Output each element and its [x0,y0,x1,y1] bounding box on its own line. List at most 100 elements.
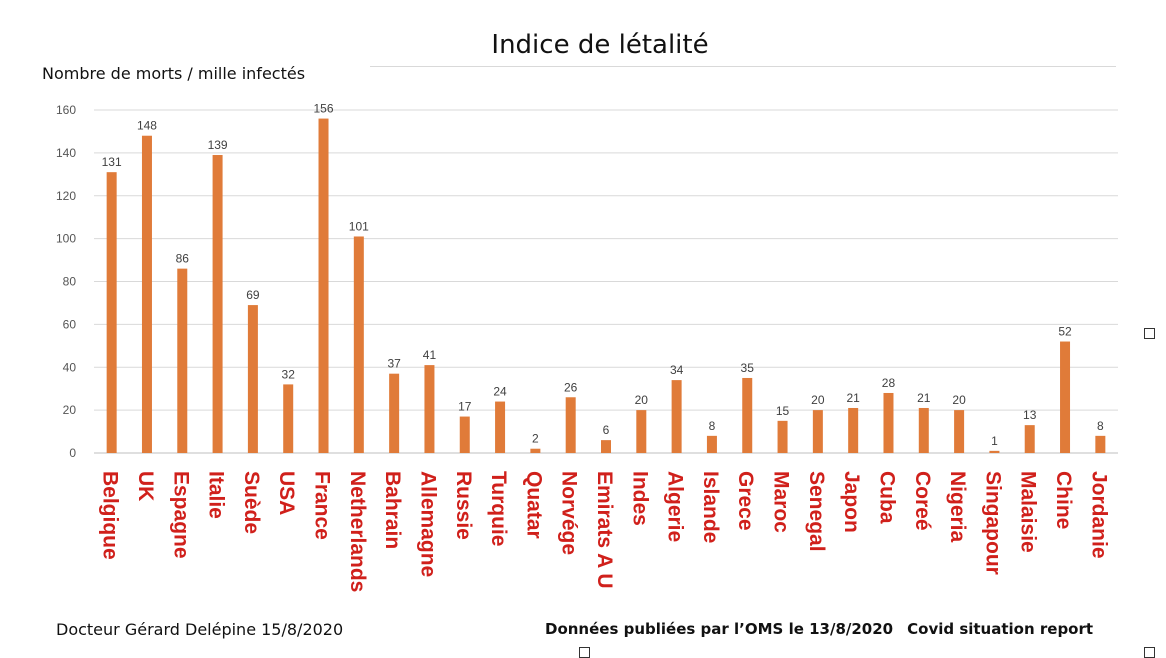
bar [141,135,152,453]
category-label: Algerie [664,471,687,542]
bar [883,392,894,453]
category-label: Malaisie [1017,471,1040,553]
bar-value-label: 52 [1058,325,1072,339]
bar [177,268,188,453]
bar [389,373,400,453]
bar-value-label: 34 [670,363,684,377]
bar-value-label: 8 [709,419,716,433]
resize-handle-right[interactable] [1144,328,1155,339]
bar-value-label: 28 [882,376,896,390]
bar [777,420,788,453]
bar-value-label: 41 [423,348,437,362]
category-label: Emirats A U [593,471,616,588]
chart-title: Indice de létalité [491,30,709,60]
bar-value-label: 131 [102,155,122,169]
bar [812,410,823,453]
bar [495,401,506,453]
bar-value-label: 139 [208,138,228,152]
y-tick-label: 160 [56,103,76,117]
bar-value-label: 156 [314,102,334,116]
category-label: Singapour [981,471,1004,575]
bar-value-label: 86 [176,252,190,266]
bar [565,397,576,453]
bar-value-label: 69 [246,288,260,302]
category-label: Jordanie [1087,471,1110,559]
y-axis-label: Nombre de morts / mille infectés [42,64,306,83]
bar [247,305,258,453]
category-label: Senegal [805,471,828,552]
source-note: Données publiées par l’OMS le 13/8/2020 C… [545,620,1093,638]
y-tick-label: 60 [63,317,77,331]
y-tick-labels: 0 20 40 60 80 100 120 140 160 [56,103,76,460]
y-tick-label: 20 [63,403,77,417]
category-label: Coreé [911,471,934,531]
category-label: Islande [699,471,722,543]
category-label: Chine [1052,471,1075,529]
category-label: Russie [452,471,475,540]
category-label: Italie [205,471,228,519]
category-label: Turquie [487,471,510,546]
bar [212,155,223,454]
bar [671,380,682,453]
bar [1095,435,1106,453]
bar-value-label: 20 [635,393,649,407]
y-tick-label: 140 [56,146,76,160]
bar [706,435,717,453]
bar-value-label: 32 [282,367,296,381]
bar-value-label: 2 [532,432,539,446]
bar [954,410,965,453]
bar-value-label: 20 [811,393,825,407]
category-label: Bahrain [381,471,404,549]
category-label: Allemagne [416,471,439,577]
resize-handle-bottom-right[interactable] [1144,647,1155,658]
bar-value-label: 26 [564,380,578,394]
bar [601,440,611,453]
bar [848,407,859,453]
bar [106,172,117,453]
category-labels: Belgique UK Espagne Italie Suède USA France Net… [99,471,1111,592]
category-label: Espagne [169,471,192,559]
category-label: France [311,471,334,540]
category-label: Suède [240,471,263,534]
bar [1024,425,1035,453]
y-tick-label: 120 [56,189,76,203]
bar [742,377,753,453]
bar-value-label: 8 [1097,419,1104,433]
bar-value-label: 21 [846,391,860,405]
bar-value-label: 35 [741,361,755,375]
bar [283,384,294,453]
category-label: Indes [628,471,651,526]
resize-handle-bottom[interactable] [579,647,590,658]
y-tick-label: 80 [63,275,77,289]
bar [989,450,1000,453]
category-label: Nigeria [946,471,969,543]
category-label: Cuba [875,471,898,524]
report-name: Covid situation report [907,620,1094,638]
bar-value-label: 24 [493,385,507,399]
bar-value-label: 13 [1023,408,1037,422]
y-tick-label: 0 [69,446,76,460]
bar [353,236,364,453]
bar-value-label: 21 [917,391,931,405]
value-labels: 1311488613969321561013741172422662034835… [102,102,1104,448]
category-label: USA [275,471,298,515]
category-label: Netherlands [346,471,369,592]
bar [1060,341,1071,453]
category-label: Belgique [99,471,122,560]
bar [459,416,470,453]
category-label: Quatar [522,471,545,539]
bar-value-label: 37 [387,357,401,371]
title-divider [370,66,1116,67]
bar-value-label: 17 [458,400,472,414]
bar [530,448,541,453]
bar-value-label: 15 [776,404,790,418]
category-label: Maroc [770,471,793,533]
author-credit: Docteur Gérard Delépine 15/8/2020 [56,620,344,639]
bars [106,118,1106,454]
bar [424,365,435,453]
bar [636,410,647,453]
bar-value-label: 101 [349,219,369,233]
category-label: Japon [840,471,863,533]
bar [318,118,329,453]
